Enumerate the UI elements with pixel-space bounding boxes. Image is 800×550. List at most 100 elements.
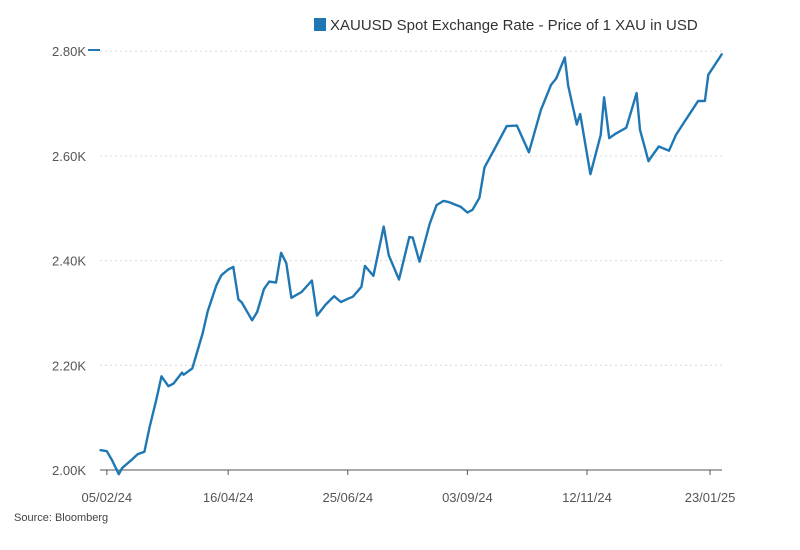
data-point [418, 260, 421, 263]
data-point [333, 295, 335, 298]
data-point [615, 132, 617, 135]
data-point [697, 100, 699, 102]
data-point [483, 166, 486, 169]
data-point [639, 129, 641, 131]
data-point [658, 145, 660, 148]
data-point [360, 286, 363, 288]
data-point [382, 225, 385, 228]
data-point [256, 311, 259, 313]
data-point [206, 310, 209, 313]
data-point [220, 274, 223, 277]
data-point [398, 278, 400, 281]
legend[interactable]: XAUUSD Spot Exchange Rate - Price of 1 X… [314, 17, 698, 34]
data-point [599, 134, 602, 136]
data-point [608, 137, 610, 139]
series-marker [88, 49, 100, 51]
data-point [564, 56, 566, 59]
x-tick-label: 12/11/24 [562, 490, 612, 505]
y-tick-label: 2.60K [52, 149, 86, 164]
data-point [300, 291, 303, 293]
x-axis: 05/02/24 16/04/24 25/06/24 03/09/24 12/11/24… [82, 469, 736, 505]
data-point [478, 197, 481, 199]
data-point [160, 375, 163, 378]
grid-lines [100, 50, 722, 366]
y-tick-label: 2.80K [52, 44, 86, 59]
data-point [721, 53, 723, 55]
data-point [191, 367, 194, 370]
x-tick-label: 03/09/24 [442, 490, 493, 505]
data-point [227, 268, 229, 271]
x-tick-label: 05/02/24 [82, 490, 133, 505]
data-point [311, 279, 313, 282]
data-point [241, 301, 243, 304]
data-point [435, 204, 438, 206]
data-point [201, 333, 204, 335]
series-layer [99, 53, 724, 476]
data-point [111, 459, 113, 461]
data-point [316, 314, 318, 317]
data-point [364, 265, 366, 267]
data-point [589, 173, 592, 175]
x-tick-label: 23/01/25 [685, 490, 736, 505]
data-point [324, 303, 327, 306]
data-point [625, 126, 628, 129]
data-point [232, 266, 235, 268]
data-point [459, 205, 462, 208]
data-point [550, 83, 552, 86]
data-point [647, 160, 650, 162]
y-tick-label: 2.20K [52, 358, 86, 373]
data-point [555, 77, 557, 80]
data-point [285, 262, 288, 265]
data-point [352, 295, 354, 298]
data-point [707, 74, 710, 76]
data-point [280, 252, 282, 254]
y-tick-label: 2.00K [52, 463, 86, 478]
data-point [668, 149, 670, 152]
data-point [649, 157, 651, 160]
data-point [143, 450, 146, 453]
y-axis: 2.00K 2.20K 2.40K 2.60K 2.80K [52, 44, 86, 478]
data-point [692, 108, 694, 110]
data-point [251, 319, 253, 322]
data-point [704, 100, 706, 102]
data-point [268, 280, 271, 283]
data-point [372, 275, 375, 277]
data-point [388, 254, 390, 257]
data-point [442, 200, 445, 202]
data-point [576, 123, 578, 126]
x-tick-label: 25/06/24 [322, 490, 373, 505]
data-point [167, 385, 170, 388]
data-point [716, 60, 718, 63]
data-point [466, 211, 469, 214]
data-point [263, 288, 265, 290]
data-point [408, 236, 411, 238]
data-point [130, 459, 132, 462]
y-tick-label: 2.40K [52, 254, 86, 269]
data-point [215, 284, 217, 287]
data-point [495, 144, 498, 147]
data-point [290, 297, 293, 299]
x-tick-label: 16/04/24 [203, 490, 254, 505]
data-point [155, 398, 158, 401]
data-point [106, 450, 108, 453]
data-point [540, 109, 542, 111]
data-point [429, 222, 431, 225]
data-point [603, 96, 605, 99]
data-point [411, 236, 414, 239]
data-point [182, 373, 185, 376]
data-point [635, 92, 638, 94]
source-text: Source: Bloomberg [14, 512, 108, 524]
data-point [275, 281, 277, 284]
data-point [579, 113, 581, 115]
series-line-xauusd [99, 53, 724, 476]
data-point [340, 301, 342, 303]
data-point [136, 453, 139, 456]
legend-swatch [314, 18, 326, 31]
data-point [118, 473, 120, 476]
data-point [347, 298, 349, 300]
data-point [567, 85, 569, 87]
data-point [121, 467, 123, 469]
data-point [528, 151, 530, 154]
data-point [675, 134, 677, 136]
